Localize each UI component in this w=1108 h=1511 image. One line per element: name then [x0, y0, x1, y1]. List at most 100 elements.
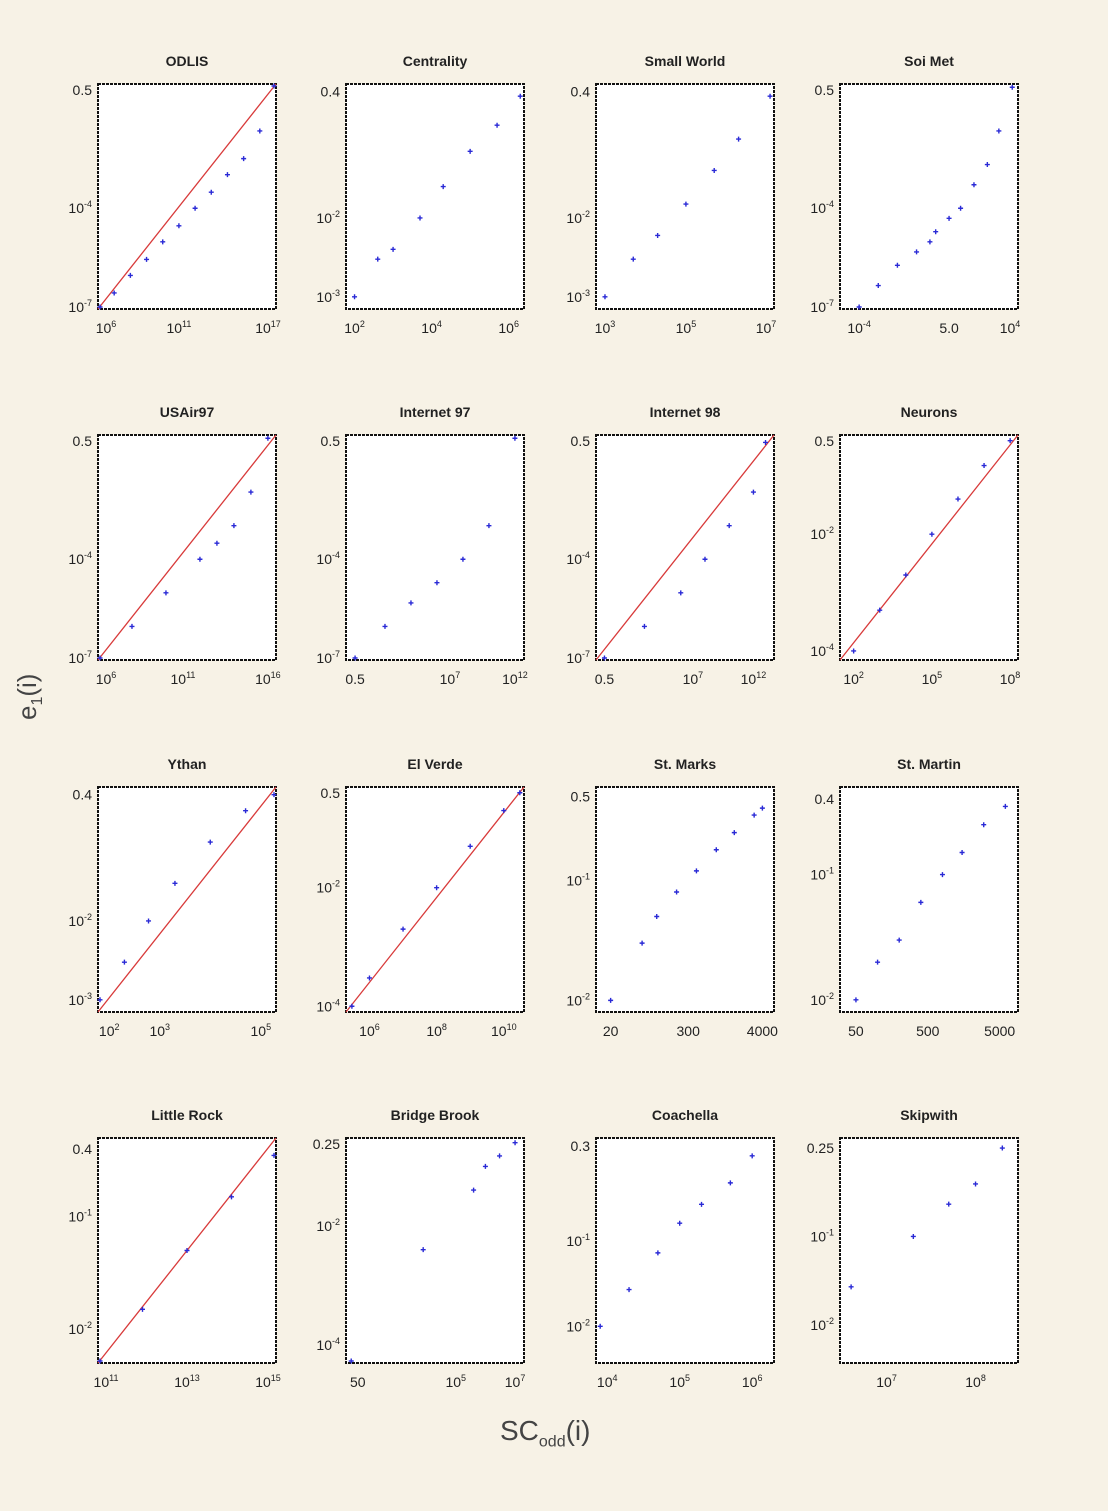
data-point	[97, 997, 103, 1003]
data-point	[608, 997, 614, 1003]
data-point	[243, 808, 249, 814]
data-point	[352, 294, 358, 300]
chart-panel: St. Martin 50 500 5000 10-2 10-1 0.4	[810, 756, 1019, 1039]
data-point	[271, 1152, 277, 1158]
x-tick-label: 106	[498, 319, 519, 336]
chart-title: Internet 97	[400, 404, 471, 420]
y-tick-label: 10-2	[566, 209, 590, 226]
y-tick-label: 10-7	[316, 649, 340, 666]
chart-title: Small World	[645, 53, 726, 69]
x-tick-label: 106	[742, 1373, 763, 1390]
y-tick-label: 10-2	[316, 1217, 340, 1234]
data-point	[231, 523, 237, 529]
y-tick-label: 0.4	[73, 1141, 93, 1157]
fit-line	[345, 786, 525, 1013]
plot-area	[839, 83, 1019, 310]
y-tick-label: 10-2	[68, 1320, 92, 1337]
data-point	[996, 128, 1002, 134]
data-point	[903, 572, 909, 578]
x-tick-label: 108	[965, 1373, 986, 1390]
data-point	[197, 556, 203, 562]
chart-panel: Neurons 102 105 108 10-4 10-2 0.5	[810, 404, 1020, 687]
x-tick-label: 1013	[174, 1373, 200, 1390]
x-tick-label: 104	[421, 319, 442, 336]
data-point	[1002, 803, 1008, 809]
chart-title: Centrality	[403, 53, 468, 69]
data-point	[678, 590, 684, 596]
data-point	[877, 607, 883, 613]
data-point	[894, 262, 900, 268]
chart-title: Little Rock	[151, 1107, 223, 1123]
data-point	[97, 655, 103, 661]
x-tick-label: 105	[922, 670, 943, 687]
y-tick-label: 10-1	[810, 1227, 834, 1244]
x-tick-label: 500	[916, 1023, 940, 1039]
data-point	[248, 489, 254, 495]
x-tick-label: 1010	[491, 1022, 517, 1039]
fit-line	[97, 434, 277, 661]
plot-area	[345, 434, 525, 661]
data-point	[851, 648, 857, 654]
x-tick-label: 103	[149, 1022, 170, 1039]
y-tick-label: 0.4	[815, 791, 835, 807]
y-tick-label: 10-2	[68, 912, 92, 929]
y-tick-label: 0.25	[313, 1136, 340, 1152]
y-tick-label: 10-1	[68, 1208, 92, 1225]
y-tick-label: 0.4	[321, 84, 341, 100]
data-point	[121, 959, 127, 965]
x-tick-label: 1011	[94, 1373, 119, 1390]
x-tick-label: 105	[669, 1373, 690, 1390]
chart-title: St. Martin	[897, 756, 961, 772]
data-point	[601, 655, 607, 661]
y-tick-label: 10-7	[566, 649, 590, 666]
chart-title: Coachella	[652, 1107, 718, 1123]
data-point	[981, 463, 987, 469]
data-point	[763, 439, 769, 445]
y-tick-label: 0.5	[815, 82, 835, 98]
plot-area	[345, 83, 525, 310]
x-tick-label: 0.5	[595, 671, 615, 687]
data-point	[127, 272, 133, 278]
chart-title: Soi Met	[904, 53, 954, 69]
chart-panel: Soi Met 10-4 5.0 104 10-7 10-4 0.5	[810, 53, 1020, 336]
data-point	[683, 201, 689, 207]
chart-panel: ODLIS 106 1011 1017 10-7 10-4 0.5	[68, 53, 280, 336]
data-point	[1007, 438, 1013, 444]
y-tick-label: 10-4	[810, 642, 834, 659]
data-point	[699, 1201, 705, 1207]
data-point	[767, 93, 773, 99]
x-tick-label: 5000	[984, 1023, 1015, 1039]
y-tick-label: 0.4	[73, 787, 93, 803]
data-point	[736, 136, 742, 142]
data-point	[348, 1358, 354, 1364]
data-point	[973, 1181, 979, 1187]
y-tick-label: 10-7	[68, 298, 92, 315]
chart-panel: Internet 98 0.5 107 1012 10-7 10-4 0.5	[566, 404, 775, 687]
data-point	[875, 283, 881, 289]
data-point	[208, 189, 214, 195]
data-point	[958, 205, 964, 211]
data-point	[160, 239, 166, 245]
data-point	[486, 523, 492, 529]
x-tick-label: 106	[359, 1022, 380, 1039]
x-tick-label: 1012	[502, 670, 528, 687]
data-point	[654, 913, 660, 919]
y-tick-label: 10-1	[566, 1232, 590, 1249]
y-tick-label: 0.3	[571, 1138, 591, 1154]
data-point	[702, 556, 708, 562]
x-tick-label: 102	[843, 670, 864, 687]
data-point	[955, 496, 961, 502]
data-point	[750, 489, 756, 495]
y-tick-label: 10-4	[810, 199, 834, 216]
x-tick-label: 107	[505, 1373, 526, 1390]
data-point	[460, 556, 466, 562]
data-point	[927, 239, 933, 245]
data-point	[602, 294, 608, 300]
y-tick-label: 10-4	[316, 997, 340, 1014]
chart-title: Neurons	[901, 404, 958, 420]
x-tick-label: 108	[426, 1022, 447, 1039]
data-point	[655, 232, 661, 238]
data-point	[271, 83, 277, 89]
y-tick-label: 10-2	[316, 879, 340, 896]
chart-title: Ythan	[168, 756, 207, 772]
